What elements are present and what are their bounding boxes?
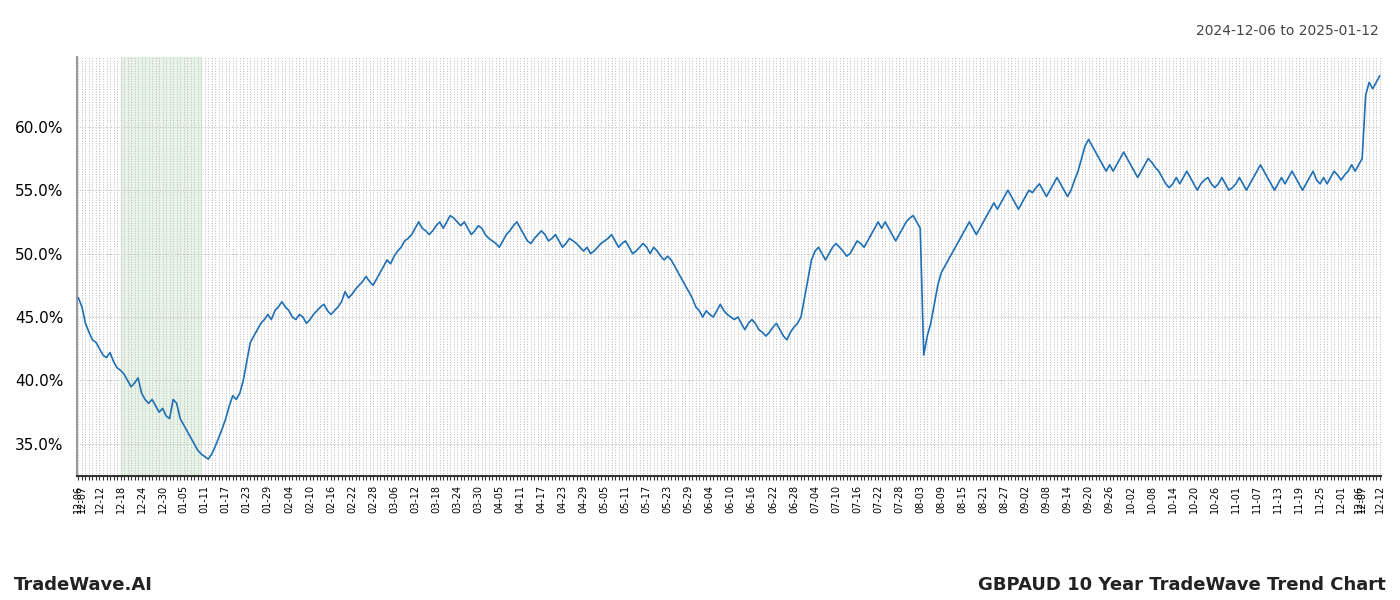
- Text: TradeWave.AI: TradeWave.AI: [14, 576, 153, 594]
- Text: GBPAUD 10 Year TradeWave Trend Chart: GBPAUD 10 Year TradeWave Trend Chart: [979, 576, 1386, 594]
- Text: 2024-12-06 to 2025-01-12: 2024-12-06 to 2025-01-12: [1196, 24, 1379, 38]
- Bar: [120, 57, 202, 476]
